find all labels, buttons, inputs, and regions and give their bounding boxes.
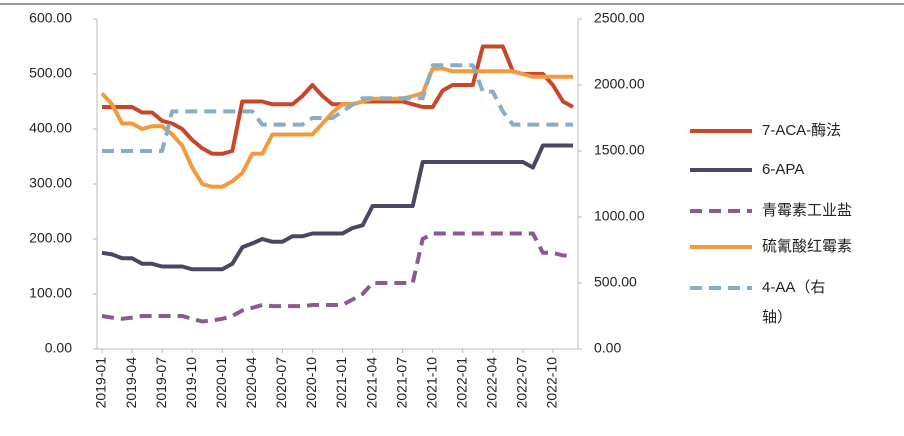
y2-tick-label: 1000.00 [594, 208, 645, 224]
y-tick-label: 400.00 [29, 120, 72, 136]
series-line [101, 143, 573, 272]
x-tick-label: 2022-04 [484, 357, 500, 409]
legend-label: 6-APA [762, 161, 805, 178]
x-tick-label: 2021-07 [393, 357, 409, 409]
series-line [101, 231, 573, 324]
x-tick-label: 2020-10 [303, 357, 319, 409]
x-tick-label: 2022-10 [544, 357, 560, 409]
x-tick-label: 2021-10 [423, 357, 439, 409]
y-tick-label: 0.00 [45, 340, 72, 356]
x-tick-label: 2022-01 [453, 357, 469, 409]
legend-label: 7-ACA-酶法 [762, 122, 842, 139]
y2-tick-label: 1500.00 [594, 142, 645, 158]
x-tick-label: 2020-01 [213, 357, 229, 409]
y-tick-label: 200.00 [29, 230, 72, 246]
x-tick-label: 2019-10 [183, 357, 199, 409]
series-line [102, 63, 573, 153]
x-tick-label: 2022-07 [514, 357, 530, 409]
legend-label: 4-AA（右轴） [762, 279, 826, 326]
legend-label: 硫氰酸红霉素 [762, 238, 853, 255]
x-tick-label: 2019-01 [93, 357, 109, 409]
x-tick-label: 2021-04 [363, 357, 379, 409]
y-tick-label: 600.00 [29, 10, 72, 26]
series-line [100, 66, 573, 189]
legend-label: 青霉素工业盐 [762, 202, 853, 219]
x-tick-label: 2020-07 [273, 357, 289, 409]
x-tick-label: 2019-04 [123, 357, 139, 409]
y-tick-label: 500.00 [29, 65, 72, 81]
y2-tick-label: 500.00 [594, 274, 637, 290]
y2-tick-label: 2500.00 [594, 10, 645, 26]
series-line [102, 44, 574, 156]
x-tick-label: 2021-01 [333, 357, 349, 409]
y-tick-label: 300.00 [29, 175, 72, 191]
x-tick-label: 2020-04 [243, 357, 259, 409]
x-tick-label: 2019-07 [153, 357, 169, 409]
y-tick-label: 100.00 [29, 285, 72, 301]
y2-tick-label: 0.00 [594, 340, 621, 356]
y2-tick-label: 2000.00 [594, 76, 645, 92]
